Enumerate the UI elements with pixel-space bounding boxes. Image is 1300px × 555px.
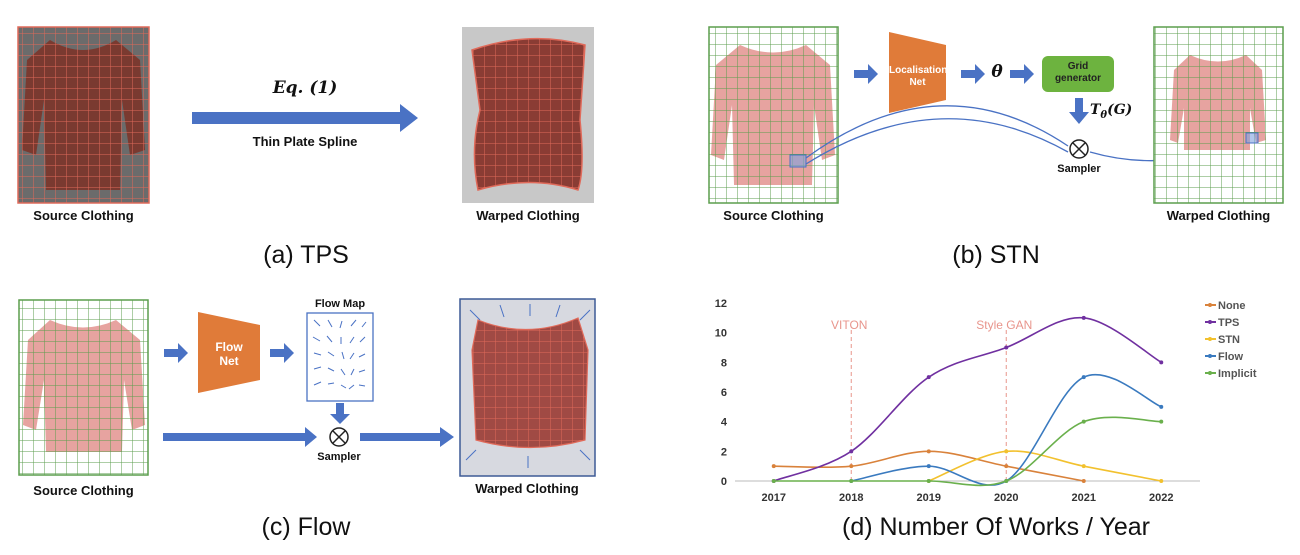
data-point-implicit <box>771 479 776 483</box>
works-per-year-chart: 0 2 4 6 8 10 12 2017 2018 2019 2020 2021 2022 VITON St… <box>715 298 1257 504</box>
flow-arrow-down <box>330 403 350 424</box>
stn-arrow-3 <box>1010 64 1034 84</box>
y-tick-label: 4 <box>721 417 728 429</box>
data-point-tps <box>849 449 854 454</box>
panel-stn <box>708 26 1284 204</box>
tps-source-label: Source Clothing <box>33 208 134 223</box>
flow-arrow-3 <box>360 427 454 447</box>
annotation-label: VITON <box>831 318 867 332</box>
flow-arrow-1 <box>164 343 188 363</box>
transform-label: Tθ(G) <box>1090 102 1133 121</box>
data-point-none <box>1004 464 1009 469</box>
legend-marker-implicit <box>1208 371 1212 375</box>
x-tick-label: 2017 <box>762 492 786 504</box>
legend-marker-flow <box>1208 354 1212 358</box>
x-tick-label: 2020 <box>994 492 1018 504</box>
y-tick-label: 0 <box>721 476 727 488</box>
flow-arrow-long <box>163 427 317 447</box>
x-tick-label: 2022 <box>1149 492 1173 504</box>
data-point-implicit <box>1004 479 1009 483</box>
flow-sampler-label: Sampler <box>317 451 361 463</box>
x-tick-label: 2019 <box>917 492 941 504</box>
stn-warped-label: Warped Clothing <box>1166 208 1271 223</box>
data-point-stn <box>1081 464 1086 469</box>
y-tick-label: 6 <box>721 387 727 399</box>
flow-source-label: Source Clothing <box>33 483 134 498</box>
y-tick-label: 8 <box>721 357 727 369</box>
series-line-implicit <box>773 416 1162 487</box>
data-point-implicit <box>1159 419 1164 424</box>
flow-caption: (c) Flow <box>261 513 351 541</box>
localisation-net-label: Localisation Net <box>889 65 948 88</box>
annotation-label: Style GAN <box>976 318 1032 332</box>
legend-marker-none <box>1208 303 1212 307</box>
data-point-tps <box>1081 315 1086 320</box>
stn-source-label: Source Clothing <box>723 208 824 223</box>
stn-arrow-down <box>1069 98 1089 124</box>
flow-net-block <box>198 312 260 393</box>
data-point-tps <box>1159 360 1164 365</box>
data-point-implicit <box>849 479 854 483</box>
data-point-implicit <box>926 479 931 483</box>
flow-warped-label: Warped Clothing <box>475 481 579 496</box>
stn-curve-2 <box>805 118 1069 165</box>
flow-map-vectors <box>312 319 367 390</box>
legend-label-tps: TPS <box>1218 317 1239 329</box>
data-point-implicit <box>1081 419 1086 424</box>
stn-curve-1 <box>805 105 1069 159</box>
series-line-flow <box>851 374 1162 486</box>
data-point-none <box>849 464 854 469</box>
data-point-flow <box>926 464 931 469</box>
legend-label-flow: Flow <box>1218 351 1243 363</box>
theta-symbol: θ <box>991 62 1003 82</box>
legend-label-stn: STN <box>1218 334 1240 346</box>
tps-warped-label: Warped Clothing <box>476 208 580 223</box>
x-tick-label: 2021 <box>1072 492 1096 504</box>
data-point-stn <box>1004 449 1009 454</box>
legend-marker-tps <box>1208 320 1212 324</box>
stn-warped-clothing-image <box>1153 26 1284 204</box>
data-point-flow <box>1081 375 1086 380</box>
y-tick-label: 12 <box>715 298 727 310</box>
series-line-tps <box>773 316 1162 482</box>
localisation-net-block <box>889 32 946 113</box>
legend-label-none: None <box>1218 300 1246 312</box>
stn-source-clothing-image <box>708 26 839 204</box>
tps-equation: Eq. (1) <box>272 78 338 98</box>
tps-source-clothing-image <box>17 26 150 204</box>
data-point-tps <box>926 375 931 380</box>
panel-flow <box>18 298 596 477</box>
legend-marker-stn <box>1208 337 1212 341</box>
stn-arrow-2 <box>961 64 985 84</box>
stn-sampler-label: Sampler <box>1057 163 1101 175</box>
legend-label-implicit: Implicit <box>1218 368 1257 380</box>
tps-caption: (a) TPS <box>263 241 349 269</box>
data-point-none <box>771 464 776 469</box>
stn-caption: (b) STN <box>952 241 1040 269</box>
tps-warped-clothing-image <box>462 27 594 203</box>
flow-warped-clothing-image <box>459 298 596 477</box>
tps-arrow <box>192 104 418 132</box>
flow-source-clothing-image <box>18 299 149 476</box>
tps-method-label: Thin Plate Spline <box>252 134 358 149</box>
data-point-tps <box>1004 345 1009 350</box>
flow-net-label: Flow Net <box>215 340 243 368</box>
grid-generator-block <box>1042 56 1114 92</box>
data-point-none <box>926 449 931 454</box>
chart-caption: (d) Number Of Works / Year <box>842 513 1150 541</box>
flow-map-label: Flow Map <box>314 298 366 310</box>
y-tick-label: 2 <box>721 446 727 458</box>
flow-arrow-2 <box>270 343 294 363</box>
panel-tps <box>17 26 594 204</box>
data-point-stn <box>1159 479 1164 483</box>
stn-arrow-1 <box>854 64 878 84</box>
data-point-flow <box>1159 404 1164 409</box>
y-tick-label: 10 <box>715 328 727 340</box>
grid-generator-label: Grid generator <box>1054 61 1102 84</box>
x-tick-label: 2018 <box>839 492 863 504</box>
data-point-none <box>1081 479 1086 483</box>
